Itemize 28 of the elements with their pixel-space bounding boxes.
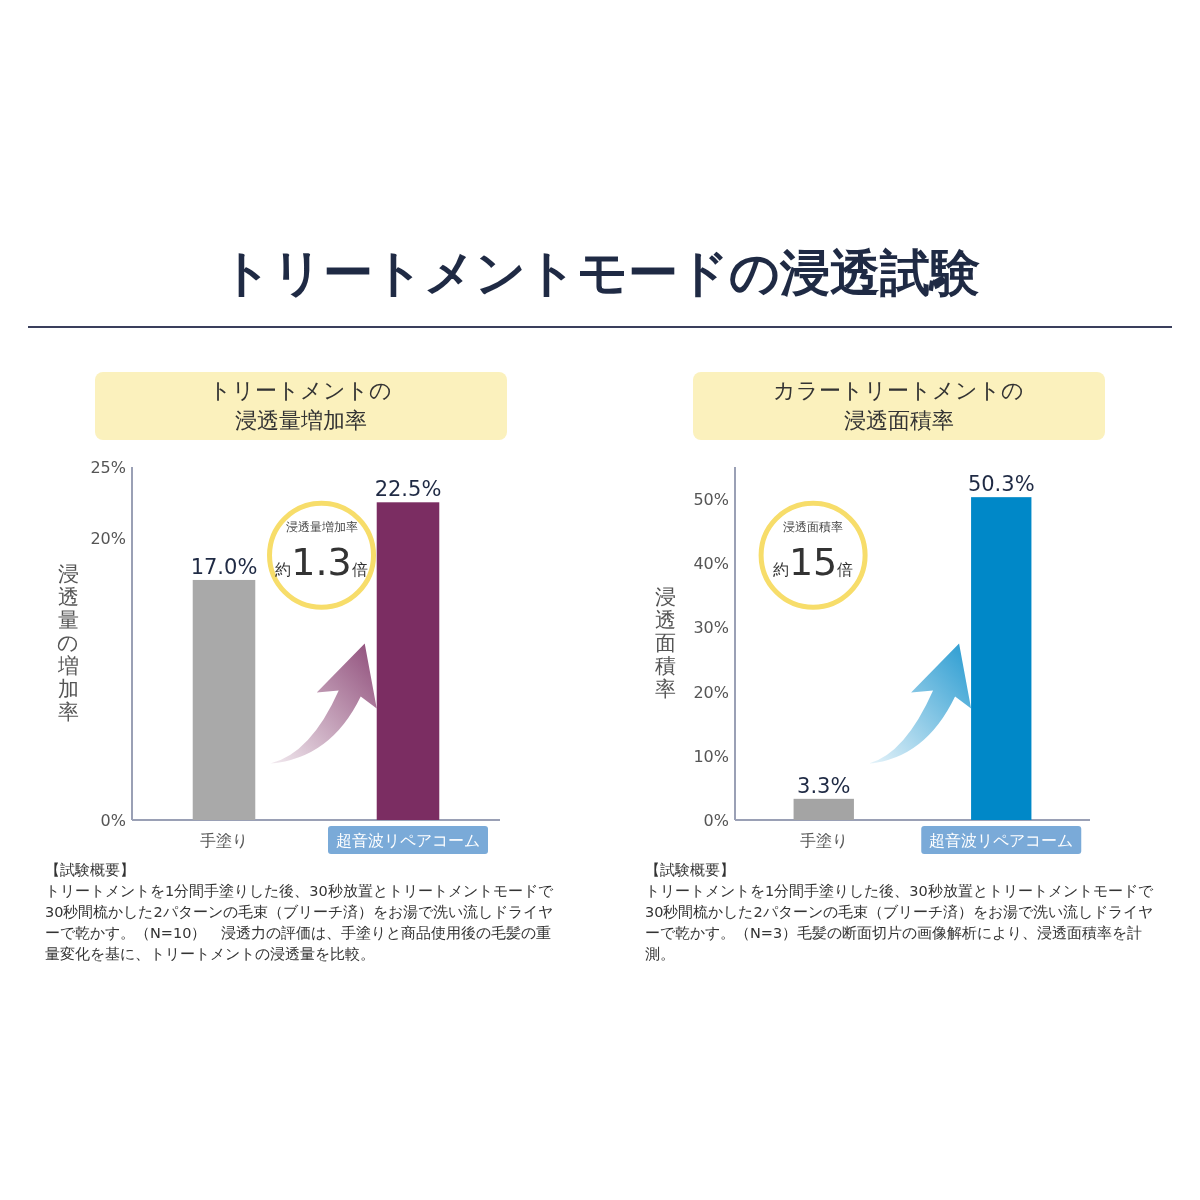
y-tick-label: 30%: [693, 618, 729, 638]
x-tick-label: 手塗り: [200, 831, 248, 850]
y-tick-label: 10%: [693, 746, 729, 766]
text: 【試験概要】: [45, 861, 136, 880]
data-label: 50.3%: [967, 472, 1035, 497]
y-tick-label: 20%: [693, 682, 729, 702]
x-tick-label: 手塗り: [799, 831, 848, 850]
y-tick-label: 20%: [90, 528, 126, 548]
y-tick-label: 25%: [90, 458, 126, 477]
text: 浸透面積率: [654, 585, 676, 701]
y-tick-label: 0%: [703, 811, 729, 830]
y-axis-title: 浸透量の増加率: [56, 562, 79, 724]
y-tick-label: 0%: [100, 811, 126, 830]
text: 【試験概要】: [645, 861, 736, 880]
x-tick-label: 超音波リペアコーム: [336, 831, 480, 850]
data-label: 17.0%: [190, 554, 258, 579]
y-axis-title: 浸透面積率: [783, 520, 844, 535]
y-tick-label: 40%: [693, 554, 729, 574]
chart-subtitle: カラートリートメントの浸透面積率: [772, 377, 1026, 435]
data-label: 22.5%: [374, 477, 442, 502]
text: トリートメントを1分間手塗りした後、30秒放置とトリートメントモードで30秒間梳かした2パターンの毛束（ブリーチ済）をお湯で洗い流しドライヤーで乾かす。（N=10） 浸透力の評価は、手塗りと商品使用後の毛髪の重量変化を基に、トリートメントの浸透量を比較。: [45, 882, 554, 964]
y-tick-label: 50%: [693, 490, 729, 510]
text: トリートメントを1分間手塗りした後、30秒放置とトリートメントモードで30秒間梳かした2パターンの毛束（ブリーチ済）をお湯で洗い流しドライヤーで乾かす。（N=3）毛髪の断面切片の画像解析により、浸透面積率を計測。: [645, 882, 1154, 964]
annotation: 浸透量増加率: [285, 520, 358, 535]
text: トリートメントモードの浸透試験: [219, 243, 981, 304]
chart-subtitle: トリートメントの浸透量増加率: [208, 377, 394, 435]
x-tick-label: 超音波リペアコーム: [929, 831, 1074, 850]
data-label: 3.3%: [797, 773, 851, 798]
